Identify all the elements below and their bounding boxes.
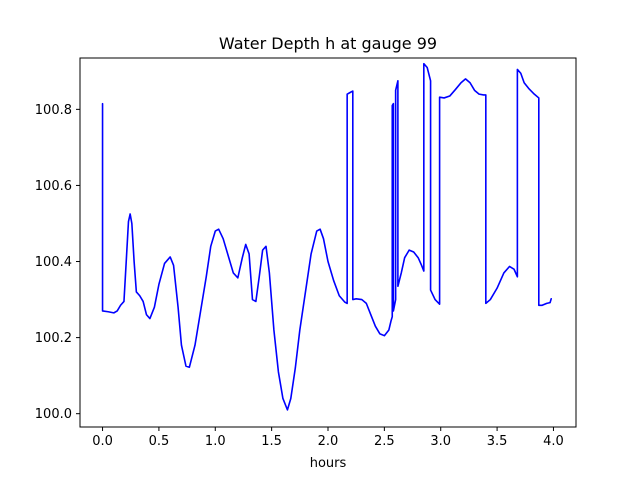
x-tick-label: 2.5 (374, 434, 395, 449)
y-tick-label: 100.4 (35, 255, 72, 270)
y-tick-label: 100.0 (35, 407, 72, 422)
x-tick-label: 0.5 (149, 434, 170, 449)
x-axis-label: hours (310, 456, 347, 471)
x-tick-label: 3.0 (430, 434, 451, 449)
x-tick-label: 3.5 (487, 434, 508, 449)
series-layer (101, 62, 552, 411)
water-depth-series-line (101, 62, 552, 411)
x-tick-label: 0.0 (92, 434, 113, 449)
y-axis-ticks: 100.0 100.2 100.4 100.6 100.8 (35, 103, 80, 422)
x-tick-label: 1.5 (261, 434, 282, 449)
y-tick-label: 100.6 (35, 179, 72, 194)
x-axis-ticks: 0.0 0.5 1.0 1.5 2.0 2.5 3.0 3.5 4.0 (92, 427, 564, 449)
x-tick-label: 2.0 (318, 434, 339, 449)
chart-title: Water Depth h at gauge 99 (219, 34, 437, 53)
x-tick-label: 1.0 (205, 434, 226, 449)
y-tick-label: 100.2 (35, 331, 72, 346)
x-tick-label: 4.0 (543, 434, 564, 449)
y-tick-label: 100.8 (35, 103, 72, 118)
